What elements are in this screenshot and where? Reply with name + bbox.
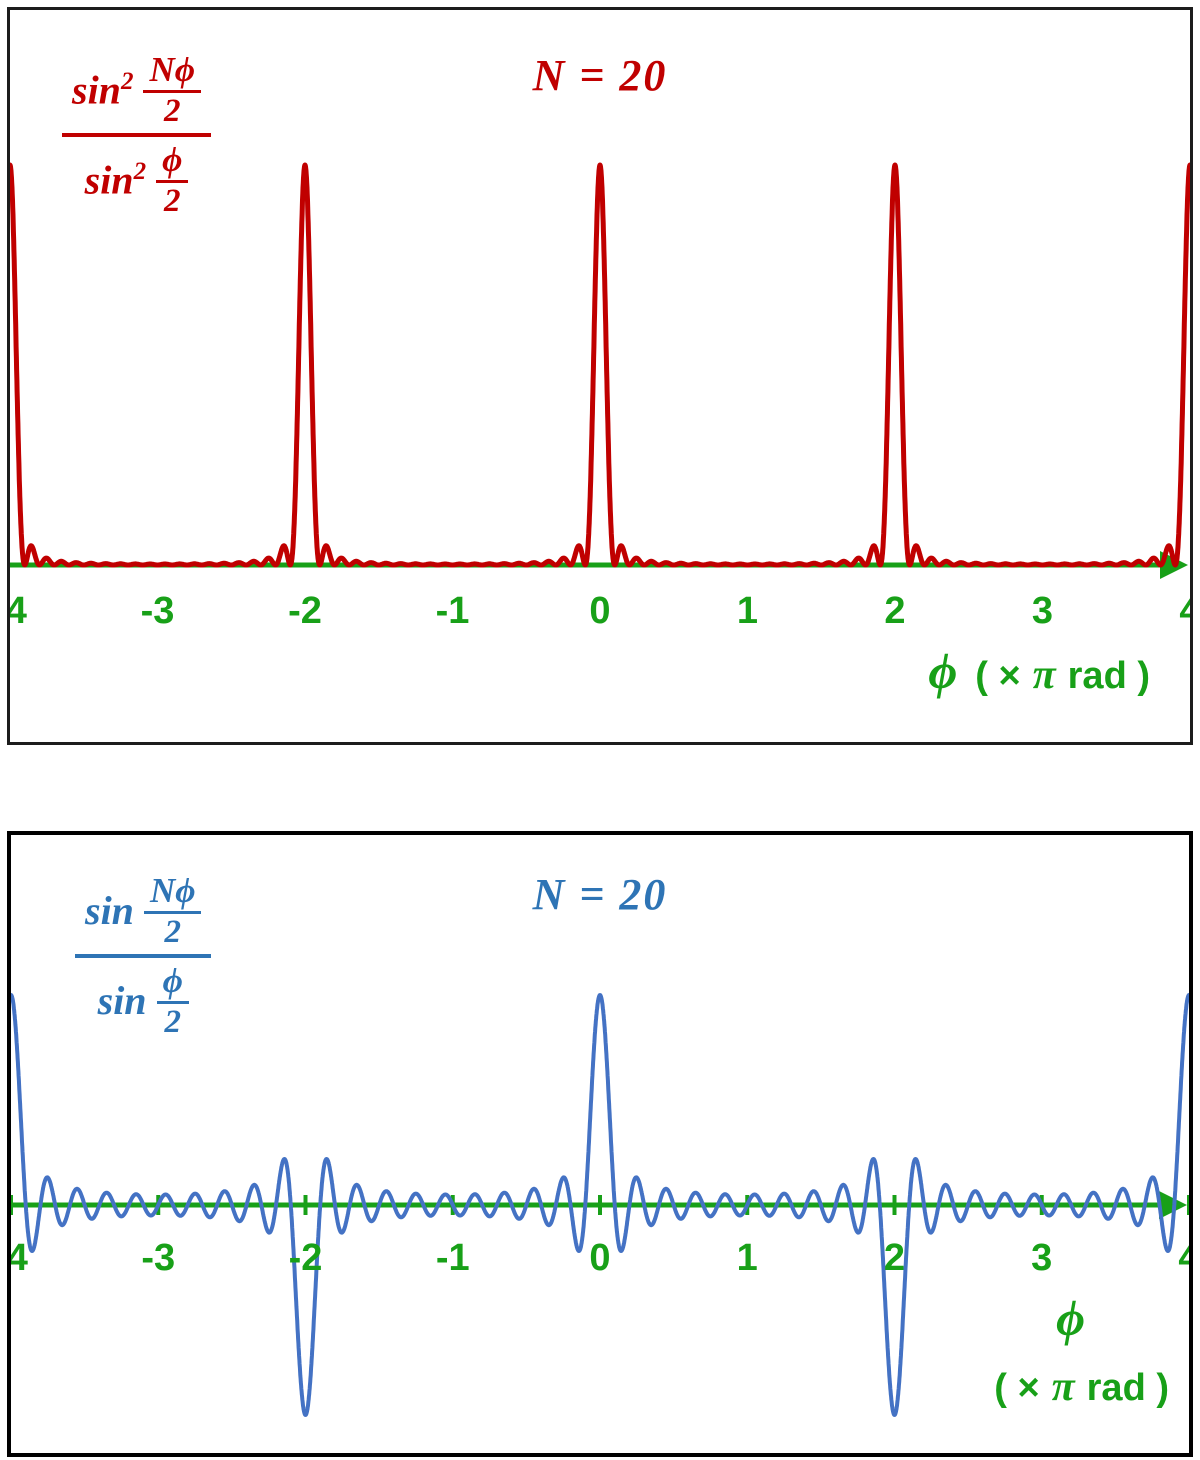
x-tick-label: -2 xyxy=(288,1237,323,1279)
sin-term: sin xyxy=(97,978,147,1023)
x-tick-label: 3 xyxy=(1031,1237,1053,1279)
phi-symbol: ϕ xyxy=(928,643,958,699)
inner-fraction-numerator: Nϕ xyxy=(143,52,201,93)
x-axis-label: ϕ ( × π rad ) xyxy=(928,646,1150,699)
inner-fraction: Nϕ 2 xyxy=(143,52,201,128)
x-tick-label: -4 xyxy=(7,1237,28,1279)
amplitude-chart xyxy=(11,993,1189,1417)
unit-open: ( × xyxy=(994,1367,1040,1409)
formula-numerator: sin2 Nϕ 2 xyxy=(62,52,211,128)
curve-path xyxy=(11,993,1189,1417)
sin-term: sin xyxy=(85,888,134,933)
formula-numerator: sin Nϕ 2 xyxy=(75,873,211,949)
inner-fraction-denominator: 2 xyxy=(164,914,181,950)
sin-squared-term: sin2 xyxy=(84,157,147,203)
x-tick-label: -4 xyxy=(7,590,27,632)
x-tick-label: 3 xyxy=(1031,590,1054,632)
unit-close: rad ) xyxy=(1067,655,1150,697)
x-tick-label: -3 xyxy=(141,1237,176,1279)
fraction-bar xyxy=(62,133,211,137)
x-tick-label: 2 xyxy=(883,1237,906,1279)
unit-close: rad ) xyxy=(1086,1367,1169,1409)
amplitude-formula: sin Nϕ 2 sin ϕ 2 xyxy=(75,873,212,1039)
inner-fraction: ϕ 2 xyxy=(156,963,189,1040)
x-tick-label: -1 xyxy=(435,590,470,632)
curve-path xyxy=(10,162,1190,568)
inner-fraction-numerator: Nϕ xyxy=(143,873,202,914)
x-tick-label: 0 xyxy=(589,590,611,632)
inner-fraction: Nϕ 2 xyxy=(143,873,202,950)
sin-squared-term: sin2 xyxy=(72,67,134,113)
intensity-chart-panel: N = 20 sin2 Nϕ 2 sin2 ϕ 2 -4-3-2-101234 … xyxy=(7,7,1193,745)
fraction-bar xyxy=(75,954,212,958)
amplitude-chart-panel: N = 20 sin Nϕ 2 sin ϕ 2 -4 -3 -2 -1 0 1 2 3 4 ϕ … xyxy=(7,831,1193,1457)
x-tick-label: -3 xyxy=(140,590,175,632)
unit-open: ( × xyxy=(975,655,1021,697)
x-tick-label: -1 xyxy=(435,1237,470,1279)
pi-symbol: π xyxy=(1051,1364,1075,1410)
formula-denominator: sin2 ϕ 2 xyxy=(75,142,199,218)
chart-title: N = 20 xyxy=(532,51,668,100)
inner-fraction-denominator: 2 xyxy=(163,93,181,129)
inner-fraction: ϕ 2 xyxy=(156,142,189,219)
intensity-formula: sin2 Nϕ 2 sin2 ϕ 2 xyxy=(62,52,211,218)
x-axis-tick-labels: -4 -3 -2 -1 0 1 2 3 4 xyxy=(10,590,1190,638)
pi-symbol: π xyxy=(1032,652,1056,698)
x-tick-label: 1 xyxy=(736,590,759,632)
x-tick-label: 4 xyxy=(1178,1237,1189,1280)
x-axis-tick-labels: -4-3-2-101234 xyxy=(11,1237,1189,1285)
x-tick-label: 1 xyxy=(736,1237,758,1279)
formula-denominator: sin ϕ 2 xyxy=(88,963,199,1039)
x-tick-label: -2 xyxy=(288,590,322,632)
chart-title: N = 20 xyxy=(532,870,668,919)
x-tick-label: 2 xyxy=(884,590,906,632)
intensity-chart xyxy=(10,162,1190,579)
inner-fraction-denominator: 2 xyxy=(164,1004,181,1040)
phi-symbol: ϕ xyxy=(1056,1290,1085,1346)
x-tick-label: 4 xyxy=(1179,590,1190,633)
x-tick-label: 0 xyxy=(589,1237,611,1279)
inner-fraction-numerator: ϕ xyxy=(156,963,189,1004)
inner-fraction-denominator: 2 xyxy=(163,183,181,219)
x-axis-unit: ( × π rad ) xyxy=(975,651,1150,699)
x-axis-unit: ( × π rad ) xyxy=(994,1363,1169,1411)
inner-fraction-numerator: ϕ xyxy=(156,142,189,183)
